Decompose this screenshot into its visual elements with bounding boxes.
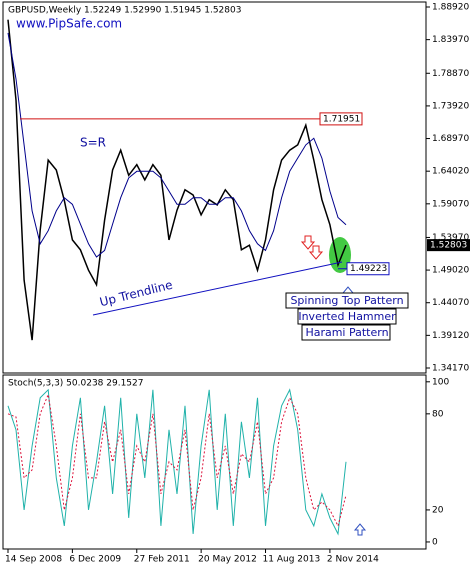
y-tick-label: 100 <box>432 377 449 387</box>
up-arrow <box>353 523 367 536</box>
y-tick-label: 20 <box>432 505 444 515</box>
y-tick-label: 1.68970 <box>432 134 469 144</box>
y-tick-label: 1.34170 <box>432 363 469 373</box>
support-label: 1.49223 <box>350 264 387 274</box>
y-tick-label: 80 <box>432 409 444 419</box>
y-tick-label: 1.49020 <box>432 266 469 276</box>
support-box <box>346 262 390 276</box>
down-arrow <box>300 235 316 250</box>
y-tick-label: 1.73920 <box>432 101 469 111</box>
last-price-box <box>427 239 470 252</box>
pattern-label: Harami Pattern <box>305 326 388 339</box>
sr-label: S=R <box>80 136 106 150</box>
series-line <box>7 32 347 258</box>
y-tick-label: 1.53970 <box>432 233 469 243</box>
y-tick-label: 1.44070 <box>432 298 469 308</box>
trendline <box>92 261 343 316</box>
pattern-label: Inverted Hammer <box>298 310 396 323</box>
x-tick-label: 6 Dec 2009 <box>69 555 121 565</box>
chart-title: GBPUSD,Weekly 1.52249 1.52990 1.51945 1.… <box>8 6 241 16</box>
last-price-label: 1.52803 <box>430 241 467 251</box>
y-tick-label: 1.78870 <box>432 69 469 79</box>
x-tick-label: 2 Nov 2014 <box>327 555 379 565</box>
x-tick-label: 20 May 2012 <box>198 555 257 565</box>
resistance-box <box>319 112 363 126</box>
stoch-panel <box>2 374 427 550</box>
x-tick-label: 11 Aug 2013 <box>263 555 321 565</box>
pattern-frame <box>285 292 409 309</box>
y-tick-label: 1.59070 <box>432 199 469 209</box>
pattern-label: Spinning Top Pattern <box>290 294 403 307</box>
stoch-title: Stoch(5,3,3) 50.0238 29.1527 <box>8 379 143 389</box>
site: www.PipSafe.com <box>16 17 122 31</box>
resistance-label: 1.71951 <box>323 114 360 124</box>
pattern-frame <box>297 308 397 325</box>
y-tick-label: 0 <box>432 537 438 547</box>
price-panel <box>2 1 427 374</box>
series-line <box>7 392 347 528</box>
series-line <box>7 388 347 536</box>
y-tick-label: 1.39120 <box>432 331 469 341</box>
down-arrow <box>308 245 324 260</box>
pattern-box: Spinning Top Pattern Inverted Hammer Har… <box>285 292 409 341</box>
x-tick-label: 14 Sep 2008 <box>5 555 62 565</box>
x-tick-label: 27 Feb 2011 <box>134 555 190 565</box>
series-line <box>7 19 347 341</box>
pattern-frame <box>301 324 391 341</box>
y-tick-label: 1.64020 <box>432 167 469 177</box>
y-tick-label: 1.88920 <box>432 3 469 13</box>
y-tick-label: 1.83970 <box>432 35 469 45</box>
